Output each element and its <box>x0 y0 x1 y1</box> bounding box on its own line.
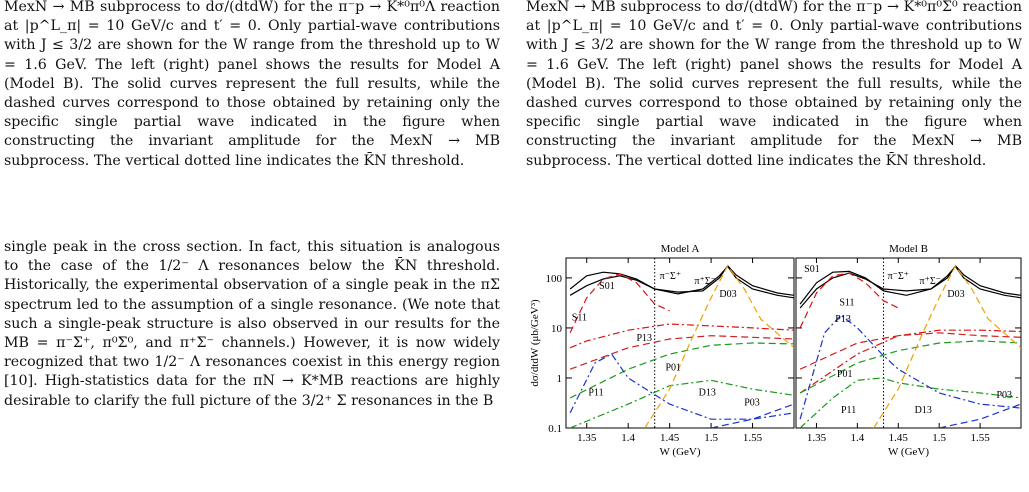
y-tick-label: 10 <box>551 323 563 335</box>
figure-svg: Model A 1.35 1.4 1.45 1.5 1.55 W (GeV) 100 10 1 0.… <box>526 238 1026 488</box>
x-tick-label: 1.4 <box>850 432 864 444</box>
curve-label-pi-sigma-plus: π⁻Σ⁺ <box>660 271 681 282</box>
curve-label-d03: D03 <box>947 289 964 300</box>
curve-label-d13: D13 <box>699 387 716 398</box>
curve-label-d13: D13 <box>915 405 932 416</box>
series- <box>800 266 1021 304</box>
panel-model-a: Model A 1.35 1.4 1.45 1.5 1.55 W (GeV) 100 10 1 0.… <box>546 243 795 458</box>
curve-label-s11: S11 <box>572 313 587 324</box>
curve-label-s11: S11 <box>839 298 854 309</box>
curve-label-p13: P13 <box>636 333 652 344</box>
panel-title: Model B <box>889 243 928 255</box>
curve-label-s01: S01 <box>599 281 615 292</box>
right-figure-caption: MexN → MB subprocess to dσ/(dtdW) for th… <box>526 0 1022 171</box>
series-d03 <box>800 333 1021 369</box>
cross-section-figure: Model A 1.35 1.4 1.45 1.5 1.55 W (GeV) 100 10 1 0.… <box>526 238 1026 488</box>
x-tick-label: 1.55 <box>970 432 990 444</box>
curve-label-pi-sigma-plus: π⁻Σ⁺ <box>888 271 909 282</box>
series-p13 <box>570 336 794 370</box>
curve-label-p01: P01 <box>665 363 681 374</box>
x-tick-label: 1.55 <box>743 432 763 444</box>
left-figure-caption: MexN → MB subprocess to dσ/(dtdW) for th… <box>4 0 500 171</box>
y-tick-label: 100 <box>546 273 563 285</box>
series-p01 <box>800 341 1021 393</box>
curve-label-pi-sigma-minus: π⁺Σ⁻ <box>695 276 716 287</box>
series-p11 <box>800 378 1021 428</box>
curve-label-d03: D03 <box>719 289 736 300</box>
panel-model-b: Model B 1.35 1.4 1.45 1.5 1.55 W (GeV) S01 S11 P1… <box>796 243 1021 458</box>
plot-frame <box>796 258 1021 428</box>
curve-label-pi-sigma-minus: π⁺Σ⁻ <box>920 276 941 287</box>
x-tick-label: 1.4 <box>621 432 635 444</box>
curve-label-p03: P03 <box>744 398 760 409</box>
curve-label-s01: S01 <box>804 264 820 275</box>
series-p01 <box>570 343 794 398</box>
series-p13 <box>800 315 1021 419</box>
curve-label-p01: P01 <box>837 369 853 380</box>
y-tick-label: 0.1 <box>548 423 562 435</box>
series-s11 <box>800 330 1021 393</box>
curve-label-p11: P11 <box>588 387 603 398</box>
curve-label-p03: P03 <box>996 390 1012 401</box>
x-tick-label: 1.5 <box>704 432 718 444</box>
body-paragraph-text: single peak in the cross section. In fac… <box>4 238 500 411</box>
series-d13 <box>570 380 794 428</box>
panel-title: Model A <box>661 243 700 255</box>
x-tick-label: 1.35 <box>577 432 597 444</box>
left-caption-text: MexN → MB subprocess to dσ/(dtdW) for th… <box>4 0 500 171</box>
x-tick-label: 1.35 <box>807 432 827 444</box>
series-p11 <box>570 354 794 419</box>
right-caption-text: MexN → MB subprocess to dσ/(dtdW) for th… <box>526 0 1022 171</box>
x-axis-label: W (GeV) <box>888 446 929 458</box>
x-tick-label: 1.45 <box>889 432 909 444</box>
series-s11 <box>570 324 794 348</box>
x-tick-label: 1.45 <box>660 432 680 444</box>
body-paragraph: single peak in the cross section. In fac… <box>4 238 500 411</box>
curve-label-p13: P13 <box>835 314 851 325</box>
y-tick-label: 1 <box>557 373 563 385</box>
y-axis-label: dσ/dtdW (μb/GeV³) <box>529 299 541 387</box>
x-tick-label: 1.5 <box>932 432 946 444</box>
x-axis-label: W (GeV) <box>659 446 700 458</box>
curve-label-p11: P11 <box>841 405 856 416</box>
